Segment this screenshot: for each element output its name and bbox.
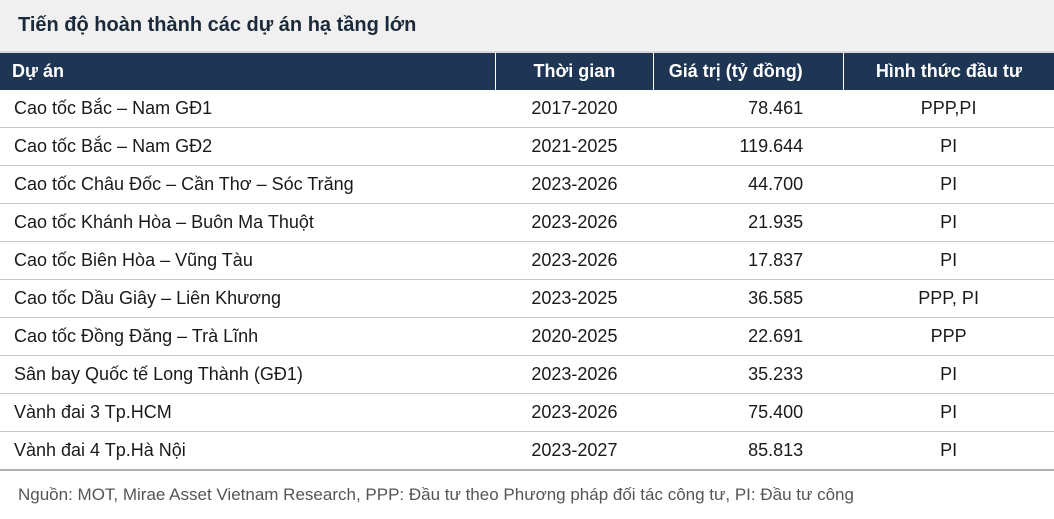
cell-type: PPP, PI	[843, 280, 1054, 318]
cell-project: Cao tốc Biên Hòa – Vũng Tàu	[0, 242, 495, 280]
cell-value: 119.644	[653, 128, 843, 166]
table-body: Cao tốc Bắc – Nam GĐ1 2017-2020 78.461 P…	[0, 90, 1054, 470]
table-row: Cao tốc Khánh Hòa – Buôn Ma Thuột 2023-2…	[0, 204, 1054, 242]
cell-project: Vành đai 3 Tp.HCM	[0, 394, 495, 432]
cell-value: 17.837	[653, 242, 843, 280]
cell-value: 36.585	[653, 280, 843, 318]
cell-type: PI	[843, 242, 1054, 280]
header-project: Dự án	[0, 53, 495, 90]
cell-value: 75.400	[653, 394, 843, 432]
header-type: Hình thức đầu tư	[843, 53, 1054, 90]
cell-time: 2021-2025	[495, 128, 653, 166]
cell-type: PI	[843, 166, 1054, 204]
cell-project: Sân bay Quốc tế Long Thành (GĐ1)	[0, 356, 495, 394]
cell-project: Vành đai 4 Tp.Hà Nội	[0, 432, 495, 471]
cell-value: 78.461	[653, 90, 843, 128]
table-row: Cao tốc Châu Đốc – Cần Thơ – Sóc Trăng 2…	[0, 166, 1054, 204]
cell-type: PI	[843, 394, 1054, 432]
cell-type: PI	[843, 128, 1054, 166]
cell-type: PI	[843, 432, 1054, 471]
cell-time: 2023-2026	[495, 204, 653, 242]
infrastructure-table: Dự án Thời gian Giá trị (tỷ đồng) Hình t…	[0, 53, 1054, 471]
cell-value: 21.935	[653, 204, 843, 242]
cell-project: Cao tốc Bắc – Nam GĐ1	[0, 90, 495, 128]
cell-value: 22.691	[653, 318, 843, 356]
cell-type: PPP	[843, 318, 1054, 356]
header-time: Thời gian	[495, 53, 653, 90]
cell-project: Cao tốc Châu Đốc – Cần Thơ – Sóc Trăng	[0, 166, 495, 204]
table-row: Vành đai 3 Tp.HCM 2023-2026 75.400 PI	[0, 394, 1054, 432]
infrastructure-table-container: Tiến độ hoàn thành các dự án hạ tầng lớn…	[0, 0, 1054, 519]
cell-type: PI	[843, 204, 1054, 242]
cell-project: Cao tốc Dầu Giây – Liên Khương	[0, 280, 495, 318]
table-row: Cao tốc Biên Hòa – Vũng Tàu 2023-2026 17…	[0, 242, 1054, 280]
source-footnote: Nguồn: MOT, Mirae Asset Vietnam Research…	[0, 471, 1054, 519]
table-row: Cao tốc Bắc – Nam GĐ2 2021-2025 119.644 …	[0, 128, 1054, 166]
cell-project: Cao tốc Khánh Hòa – Buôn Ma Thuột	[0, 204, 495, 242]
cell-time: 2023-2026	[495, 356, 653, 394]
cell-value: 44.700	[653, 166, 843, 204]
table-row: Sân bay Quốc tế Long Thành (GĐ1) 2023-20…	[0, 356, 1054, 394]
cell-type: PI	[843, 356, 1054, 394]
cell-time: 2023-2027	[495, 432, 653, 471]
header-row: Dự án Thời gian Giá trị (tỷ đồng) Hình t…	[0, 53, 1054, 90]
cell-time: 2017-2020	[495, 90, 653, 128]
cell-time: 2023-2026	[495, 242, 653, 280]
cell-type: PPP,PI	[843, 90, 1054, 128]
cell-time: 2023-2026	[495, 394, 653, 432]
table-row: Cao tốc Dầu Giây – Liên Khương 2023-2025…	[0, 280, 1054, 318]
cell-project: Cao tốc Đồng Đăng – Trà Lĩnh	[0, 318, 495, 356]
cell-time: 2023-2025	[495, 280, 653, 318]
cell-time: 2023-2026	[495, 166, 653, 204]
cell-time: 2020-2025	[495, 318, 653, 356]
table-title: Tiến độ hoàn thành các dự án hạ tầng lớn	[0, 0, 1054, 53]
cell-value: 85.813	[653, 432, 843, 471]
cell-project: Cao tốc Bắc – Nam GĐ2	[0, 128, 495, 166]
cell-value: 35.233	[653, 356, 843, 394]
header-value: Giá trị (tỷ đồng)	[653, 53, 843, 90]
table-row: Cao tốc Bắc – Nam GĐ1 2017-2020 78.461 P…	[0, 90, 1054, 128]
table-row: Cao tốc Đồng Đăng – Trà Lĩnh 2020-2025 2…	[0, 318, 1054, 356]
table-row: Vành đai 4 Tp.Hà Nội 2023-2027 85.813 PI	[0, 432, 1054, 471]
